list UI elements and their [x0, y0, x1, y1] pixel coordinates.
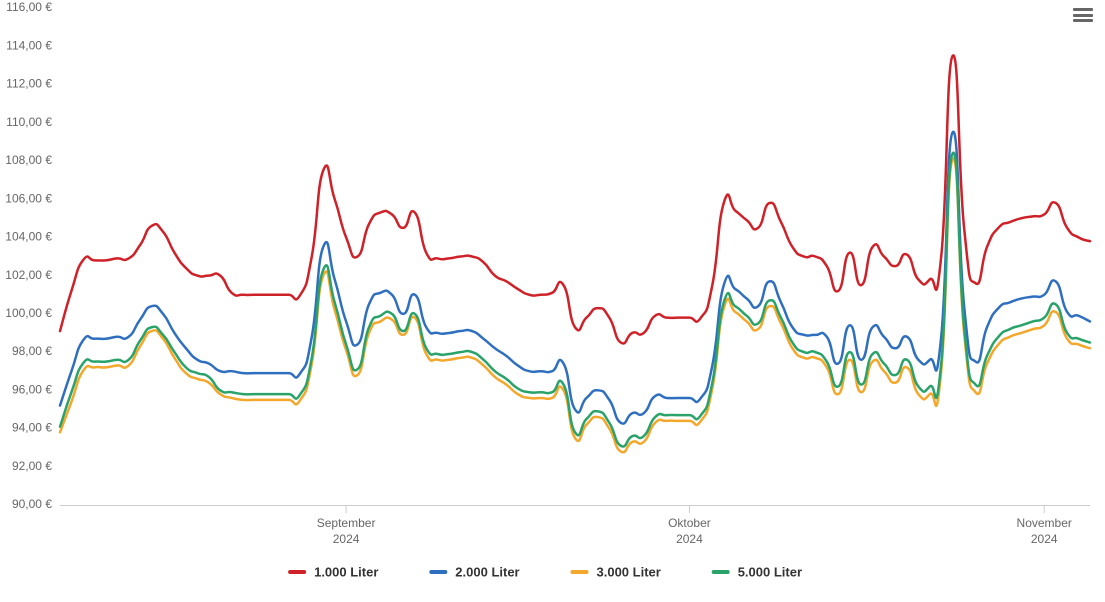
- hamburger-bar: [1073, 14, 1093, 17]
- y-axis-tick-label: 116,00 €: [6, 0, 52, 14]
- y-axis-tick-label: 114,00 €: [6, 38, 52, 52]
- y-axis-tick-label: 100,00 €: [5, 306, 52, 320]
- legend-swatch[interactable]: [288, 570, 306, 574]
- legend-swatch[interactable]: [571, 570, 589, 574]
- legend-label[interactable]: 3.000 Liter: [597, 564, 661, 579]
- y-axis-tick-label: 104,00 €: [5, 230, 52, 244]
- price-chart: 90,00 € 92,00 € 94,00 € 96,00 € 98,00 € 100,0…: [0, 0, 1105, 602]
- series-line: [60, 55, 1090, 343]
- legend-label[interactable]: 5.000 Liter: [738, 564, 802, 579]
- x-axis-tick-sublabel: 2024: [676, 532, 703, 546]
- y-axis-tick-label: 98,00 €: [12, 344, 52, 358]
- chart-canvas: 90,00 € 92,00 € 94,00 € 96,00 € 98,00 € 100,0…: [0, 0, 1105, 602]
- y-axis-tick-label: 96,00 €: [12, 382, 52, 396]
- legend-label[interactable]: 1.000 Liter: [314, 564, 378, 579]
- x-axis-tick-sublabel: 2024: [333, 532, 360, 546]
- y-axis-tick-label: 92,00 €: [12, 459, 52, 473]
- y-axis-tick-label: 110,00 €: [6, 115, 52, 129]
- hamburger-bar: [1073, 8, 1093, 11]
- legend-swatch[interactable]: [429, 570, 447, 574]
- y-axis-tick-label: 112,00 €: [6, 77, 52, 91]
- chart-menu-button[interactable]: [1071, 4, 1095, 26]
- x-axis-tick-label: September: [317, 516, 376, 530]
- legend-label[interactable]: 2.000 Liter: [455, 564, 519, 579]
- x-axis-tick-label: November: [1017, 516, 1072, 530]
- y-axis-tick-label: 108,00 €: [5, 153, 52, 167]
- chart-menu-wrapper: [1071, 4, 1095, 26]
- y-axis-tick-label: 106,00 €: [5, 191, 52, 205]
- x-axis-tick-sublabel: 2024: [1031, 532, 1058, 546]
- hamburger-bar: [1073, 19, 1093, 22]
- x-axis-tick-label: Oktober: [668, 516, 711, 530]
- legend-swatch[interactable]: [712, 570, 730, 574]
- series-line: [60, 132, 1090, 424]
- y-axis-tick-label: 102,00 €: [5, 268, 52, 282]
- y-axis-tick-label: 90,00 €: [12, 497, 52, 511]
- y-axis-tick-label: 94,00 €: [12, 421, 52, 435]
